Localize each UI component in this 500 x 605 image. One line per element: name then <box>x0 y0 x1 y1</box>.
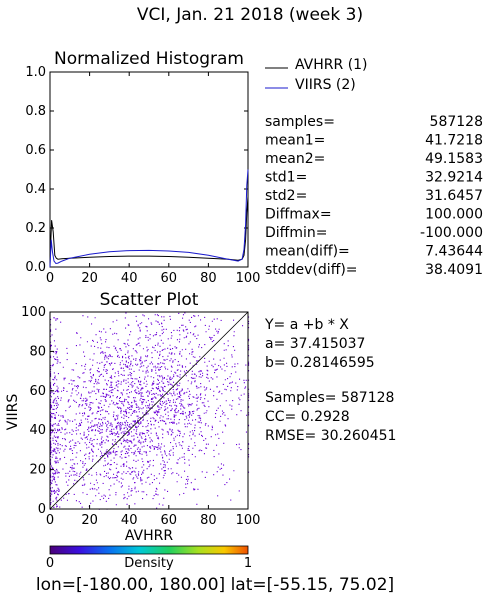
colorbar-gradient <box>49 545 249 555</box>
stat-label: mean2= <box>265 151 325 167</box>
histogram-y-tick-label: 1.0 <box>25 65 46 80</box>
scatter-y-tick-label: 80 <box>29 344 46 359</box>
stat-value: 49.1583 <box>425 151 483 167</box>
scatter-x-axis: 0 20 40 60 80 100 <box>46 505 261 528</box>
legend-label-viirs: VIIRS (2) <box>295 77 356 93</box>
viirs-histogram-line <box>49 169 249 268</box>
scatter-y-axis-label: VIIRS <box>5 394 21 431</box>
histogram-x-tick-label: 20 <box>81 271 98 286</box>
histogram-legend: AVHRR (1) VIIRS (2) <box>265 57 368 93</box>
stat-label: samples= <box>265 114 335 130</box>
scatter-point-cloud <box>50 312 250 510</box>
stat-label: mean1= <box>265 133 325 149</box>
colorbar-title: Density <box>124 556 174 571</box>
scatter-x-tick-label: 80 <box>200 513 217 528</box>
correlation-coefficient: CC= 0.2928 <box>265 409 350 425</box>
histogram-y-tick-label: 0.4 <box>25 182 46 197</box>
scatter-x-tick-label: 20 <box>81 513 98 528</box>
stat-value: 38.4091 <box>425 262 483 278</box>
scatter-y-tick-label: 40 <box>29 423 46 438</box>
histogram-stats: samples= 587128 mean1= 41.7218 mean2= 49.1583… <box>265 114 483 278</box>
stat-label: stddev(diff)= <box>265 262 358 278</box>
scatter-x-tick-label: 60 <box>161 513 178 528</box>
density-colorbar: 0 Density 1 <box>46 545 252 571</box>
scatter-y-axis: 0 20 40 60 80 100 <box>21 305 54 517</box>
stat-label: std1= <box>265 170 307 186</box>
lat-lon-range: lon=[-180.00, 180.00] lat=[-55.15, 75.02… <box>36 575 394 595</box>
histogram-x-tick-label: 60 <box>161 271 178 286</box>
stat-value: 32.9214 <box>425 170 483 186</box>
scatter-plot: 0 20 40 60 80 100 0 20 40 60 80 100 <box>21 305 260 528</box>
scatter-y-tick-label: 0 <box>38 502 46 517</box>
colorbar-max-label: 1 <box>244 556 252 571</box>
histogram-frame <box>49 71 249 268</box>
stat-label: std2= <box>265 188 307 204</box>
histogram-x-tick-label: 80 <box>200 271 217 286</box>
stat-value: 7.43644 <box>425 244 483 260</box>
scatter-points <box>50 312 250 510</box>
regression-equation: Y= a +b * X <box>264 317 349 333</box>
scatter-y-tick-label: 60 <box>29 384 46 399</box>
stat-value: 100.000 <box>425 207 483 223</box>
histogram-x-tick-label: 40 <box>121 271 138 286</box>
histogram-y-axis: 0.0 0.2 0.4 0.6 0.8 1.0 <box>25 65 248 275</box>
stat-label: mean(diff)= <box>265 244 350 260</box>
stat-label: Diffmax= <box>265 207 332 223</box>
histogram-y-tick-label: 0.8 <box>25 104 46 119</box>
histogram-y-tick-label: 0.6 <box>25 143 46 158</box>
one-to-one-line <box>49 311 249 510</box>
figure-title: VCI, Jan. 21 2018 (week 3) <box>137 5 363 25</box>
scatter-samples: Samples= 587128 <box>265 390 394 406</box>
stat-value: 41.7218 <box>425 133 483 149</box>
histogram-y-tick-label: 0.2 <box>25 221 46 236</box>
colorbar-min-label: 0 <box>46 556 54 571</box>
legend-label-avhrr: AVHRR (1) <box>295 57 368 73</box>
stat-value: 31.6457 <box>425 188 483 204</box>
regression-a: a= 37.415037 <box>265 336 365 352</box>
histogram-x-tick-label: 100 <box>236 271 261 286</box>
histogram-x-axis: 0 20 40 60 80 100 <box>46 72 261 286</box>
stat-value: -100.000 <box>420 225 483 241</box>
stat-value: 587128 <box>430 114 483 130</box>
scatter-x-axis-label: AVHRR <box>125 528 174 544</box>
scatter-frame <box>49 311 249 510</box>
scatter-y-tick-label: 20 <box>29 463 46 478</box>
histogram-title: Normalized Histogram <box>54 49 244 69</box>
scatter-x-tick-label: 40 <box>121 513 138 528</box>
stat-label: Diffmin= <box>265 225 327 241</box>
rmse: RMSE= 30.260451 <box>265 428 396 444</box>
scatter-x-tick-label: 100 <box>236 513 261 528</box>
histogram-x-tick-label: 0 <box>46 271 54 286</box>
regression-annotations: Y= a +b * X a= 37.415037 b= 0.28146595 S… <box>264 317 396 444</box>
regression-b: b= 0.28146595 <box>265 355 375 371</box>
histogram-y-tick-label: 0.0 <box>25 260 46 275</box>
histogram-plot: 0.0 0.2 0.4 0.6 0.8 1.0 0 20 40 60 80 100 <box>25 65 260 286</box>
scatter-title: Scatter Plot <box>100 290 199 310</box>
avhrr-histogram-line <box>49 196 249 264</box>
scatter-y-tick-label: 100 <box>21 305 46 320</box>
scatter-x-tick-label: 0 <box>46 513 54 528</box>
